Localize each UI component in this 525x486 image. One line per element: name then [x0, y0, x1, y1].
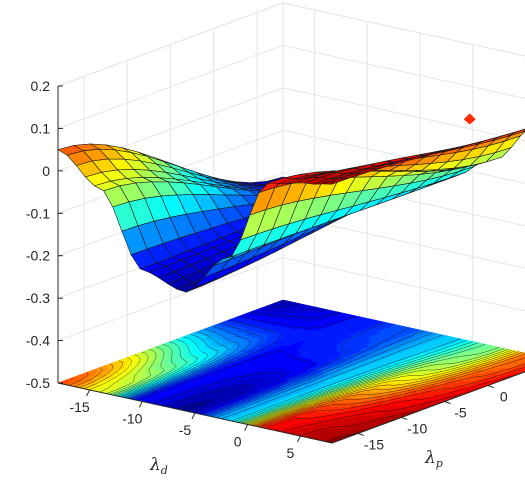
x-tick-mark [191, 412, 196, 420]
gridline [57, 257, 284, 342]
gridline [282, 2, 525, 57]
gridline [282, 214, 525, 269]
gridline [282, 87, 525, 142]
gridline [57, 44, 284, 129]
y-tick-mark [357, 432, 365, 436]
y-tick-mark [444, 401, 451, 404]
contour-floor [56, 299, 525, 444]
x-tick-mark [296, 435, 301, 443]
y-tick-mark [487, 385, 494, 389]
x-tick-mark [244, 424, 249, 431]
x-tick-mark [138, 401, 143, 408]
gridline [282, 2, 525, 57]
x-tick-mark [86, 389, 91, 397]
gridline [282, 257, 525, 312]
y-tick-mark [401, 416, 408, 420]
gridline [57, 2, 284, 87]
surface [57, 128, 525, 293]
gridline [282, 44, 525, 99]
